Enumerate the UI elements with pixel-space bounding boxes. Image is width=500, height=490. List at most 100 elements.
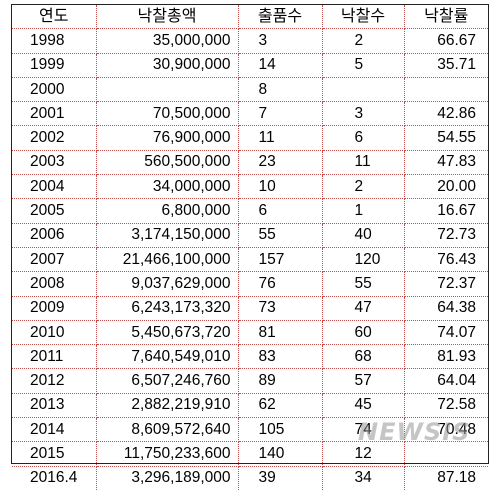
cell-items-count: 10	[238, 174, 323, 200]
cell-total-amount: 9,037,629,000	[96, 271, 239, 297]
cell-year: 2014	[12, 417, 97, 443]
cell-total-amount: 76,900,000	[96, 125, 239, 151]
cell-total-amount: 2,882,219,910	[96, 393, 239, 419]
cell-bid-rate: 76.43	[404, 247, 488, 273]
cell-total-amount: 6,243,173,320	[96, 296, 239, 321]
cell-items-count: 83	[238, 344, 323, 370]
cell-total-amount: 11,750,233,600	[96, 441, 239, 467]
cell-items-count: 39	[238, 466, 323, 490]
newsis-watermark: NEWSIS	[358, 418, 471, 446]
cell-year: 2003	[12, 150, 97, 176]
cell-bids-count: 5	[322, 53, 405, 78]
cell-year: 1998	[12, 28, 97, 54]
header-row: 연도 낙찰총액 출품수 낙찰수 낙찰률	[12, 5, 488, 30]
cell-year: 2000	[12, 77, 97, 103]
table-row: 2008 9,037,629,000 76 55 72.37	[12, 271, 488, 297]
cell-bids-count: 6	[322, 125, 405, 151]
table-row: 2002 76,900,000 11 6 54.55	[12, 125, 488, 151]
cell-total-amount: 3,174,150,000	[96, 223, 239, 248]
auction-table-frame: 연도 낙찰총액 출품수 낙찰수 낙찰률 1998 35,000,000 3 2 66.6…	[11, 4, 489, 490]
table-row: 2013 2,882,219,910 62 45 72.58	[12, 393, 488, 419]
table-row: 2016.4 3,296,189,000 39 34 87.18	[12, 466, 488, 490]
cell-year: 2005	[12, 198, 97, 224]
cell-items-count: 140	[238, 441, 323, 467]
cell-bid-rate: 42.86	[404, 101, 488, 127]
cell-total-amount: 7,640,549,010	[96, 344, 239, 370]
cell-items-count: 14	[238, 53, 323, 78]
table-row: 2007 21,466,100,000 157 120 76.43	[12, 247, 488, 273]
table-body: 1998 35,000,000 3 2 66.67 1999 30,900,000 14 5 35…	[12, 28, 488, 490]
table-row: 2003 560,500,000 23 11 47.83	[12, 150, 488, 176]
cell-bids-count: 2	[322, 28, 405, 54]
cell-bid-rate: 47.83	[404, 150, 488, 176]
cell-total-amount: 8,609,572,640	[96, 417, 239, 443]
cell-bids-count: 74	[322, 417, 405, 443]
cell-bid-rate: 64.04	[404, 368, 488, 394]
table-row: 2011 7,640,549,010 83 68 81.93	[12, 344, 488, 370]
cell-bid-rate: 64.38	[404, 296, 488, 321]
cell-items-count: 6	[238, 198, 323, 224]
cell-items-count: 8	[238, 77, 323, 103]
cell-year: 2001	[12, 101, 97, 127]
cell-year: 2006	[12, 223, 97, 248]
cell-year: 2010	[12, 320, 97, 346]
cell-year: 2013	[12, 393, 97, 419]
cell-items-count: 3	[238, 28, 323, 54]
cell-items-count: 11	[238, 125, 323, 151]
cell-bids-count: 57	[322, 368, 405, 394]
cell-items-count: 55	[238, 223, 323, 248]
cell-bids-count: 1	[322, 198, 405, 224]
cell-bids-count: 40	[322, 223, 405, 248]
cell-total-amount: 6,800,000	[96, 198, 239, 224]
table-row: 2010 5,450,673,720 81 60 74.07	[12, 320, 488, 346]
table-row: 2012 6,507,246,760 89 57 64.04	[12, 368, 488, 394]
cell-year: 2008	[12, 271, 97, 297]
cell-items-count: 89	[238, 368, 323, 394]
cell-bid-rate: 54.55	[404, 125, 488, 151]
header-total-amount: 낙찰총액	[96, 5, 239, 30]
cell-year: 2016.4	[12, 466, 97, 490]
header-year: 연도	[12, 5, 97, 30]
cell-year: 2011	[12, 344, 97, 370]
cell-bids-count: 68	[322, 344, 405, 370]
cell-total-amount: 34,000,000	[96, 174, 239, 200]
table-row: 1999 30,900,000 14 5 35.71	[12, 53, 488, 78]
cell-total-amount: 3,296,189,000	[96, 466, 239, 490]
table-row: 2004 34,000,000 10 2 20.00	[12, 174, 488, 200]
cell-bid-rate: 35.71	[404, 53, 488, 78]
header-bids-count: 낙찰수	[322, 5, 405, 30]
cell-bids-count: 45	[322, 393, 405, 419]
cell-bid-rate: 16.67	[404, 198, 488, 224]
cell-bids-count: 12	[322, 441, 405, 467]
cell-bids-count: 55	[322, 271, 405, 297]
table-row: 2014 8,609,572,640 105 74 70.48	[12, 417, 488, 443]
table-row: 2000 8	[12, 77, 488, 103]
cell-bid-rate: 66.67	[404, 28, 488, 54]
cell-items-count: 157	[238, 247, 323, 273]
cell-items-count: 7	[238, 101, 323, 127]
cell-bid-rate: 20.00	[404, 174, 488, 200]
header-bid-rate: 낙찰률	[404, 5, 488, 30]
cell-total-amount: 30,900,000	[96, 53, 239, 78]
cell-year: 2012	[12, 368, 97, 394]
cell-total-amount: 21,466,100,000	[96, 247, 239, 273]
table-row: 2005 6,800,000 6 1 16.67	[12, 198, 488, 224]
auction-results-table: 연도 낙찰총액 출품수 낙찰수 낙찰률 1998 35,000,000 3 2 66.6…	[12, 5, 488, 490]
cell-bid-rate	[404, 77, 488, 103]
cell-bids-count: 47	[322, 296, 405, 321]
cell-total-amount: 70,500,000	[96, 101, 239, 127]
table-row: 2015 11,750,233,600 140 12	[12, 441, 488, 467]
cell-bid-rate: 72.73	[404, 223, 488, 248]
cell-bid-rate: 72.37	[404, 271, 488, 297]
cell-bids-count	[322, 77, 405, 103]
cell-total-amount: 5,450,673,720	[96, 320, 239, 346]
cell-items-count: 105	[238, 417, 323, 443]
table-row: 2009 6,243,173,320 73 47 64.38	[12, 296, 488, 321]
cell-total-amount: 35,000,000	[96, 28, 239, 54]
cell-total-amount: 6,507,246,760	[96, 368, 239, 394]
table-row: 2001 70,500,000 7 3 42.86	[12, 101, 488, 127]
cell-bid-rate: 74.07	[404, 320, 488, 346]
cell-bids-count: 11	[322, 150, 405, 176]
cell-bid-rate	[404, 441, 488, 467]
cell-bid-rate: 81.93	[404, 344, 488, 370]
